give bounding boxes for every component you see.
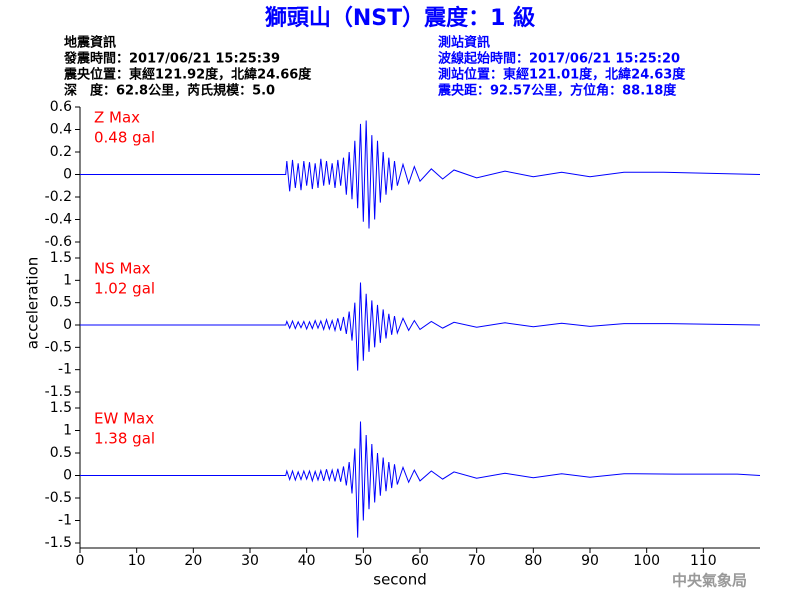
y-tick-label: -0.5 [45,339,72,355]
x-tick-label: 60 [411,553,429,569]
y-tick-label: -0.2 [45,189,72,205]
station-info: 測站資訊 波線起始時間：2017/06/21 15:25:20 測站位置：東經1… [437,35,686,99]
info-line: 震央距：92.57公里，方位角：88.18度 [437,83,677,99]
x-tick-label: 40 [298,553,316,569]
max-annotation: Z Max [94,109,140,127]
info-line: 震央位置：東經121.92度，北緯24.66度 [63,67,312,83]
x-axis-label: second [373,571,427,589]
max-annotation: EW Max [94,410,154,428]
x-tick-label: 20 [184,553,202,569]
y-tick-label: -0.6 [45,234,72,250]
y-tick-label: 0.5 [50,445,72,461]
y-tick-label: 0 [63,167,72,183]
info-line: 深 度：62.8公里，芮氏規模：5.0 [64,83,275,99]
y-axis-label: acceleration [24,257,42,349]
x-tick-label: 70 [468,553,486,569]
x-tick-label: 10 [128,553,146,569]
waveform [80,120,761,229]
y-tick-label: -0.5 [45,490,72,506]
waveform [80,282,761,371]
y-tick-label: -1.5 [45,535,72,551]
y-tick-label: 0 [63,317,72,333]
y-tick-label: 1 [63,423,72,439]
y-tick-label: 0.2 [50,144,72,160]
event-info: 地震資訊 發震時間：2017/06/21 15:25:39 震央位置：東經121… [63,35,312,99]
x-tick-label: 90 [581,553,599,569]
x-tick-label: 110 [690,553,717,569]
y-tick-label: -1.5 [45,384,72,400]
x-tick-label: 30 [241,553,259,569]
y-tick-label: 1 [63,272,72,288]
max-annotation: 0.48 gal [94,129,155,147]
y-tick-label: 0 [63,468,72,484]
x-tick-label: 80 [524,553,542,569]
y-tick-label: -0.4 [45,212,72,228]
y-tick-label: 0.5 [50,295,72,311]
max-annotation: NS Max [94,260,151,278]
y-tick-label: -1 [58,513,72,529]
title: 獅頭山（NST）震度：1 級 [265,5,535,31]
agency: 中央氣象局 [672,572,747,590]
y-tick-label: -1 [58,362,72,378]
info-line: 地震資訊 [64,35,116,51]
y-tick-label: 1.5 [50,400,72,416]
waveform [80,421,761,538]
info-line: 測站位置：東經121.01度，北緯24.63度 [438,67,686,83]
x-tick-label: 50 [354,553,372,569]
y-tick-label: 1.5 [50,250,72,266]
info-line: 發震時間：2017/06/21 15:25:39 [63,51,280,67]
info-line: 測站資訊 [438,35,490,51]
info-line: 波線起始時間：2017/06/21 15:25:20 [438,51,680,67]
x-tick-label: 100 [633,553,660,569]
max-annotation: 1.02 gal [94,280,155,298]
y-tick-label: 0.6 [50,99,72,115]
y-tick-label: 0.4 [50,122,72,138]
max-annotation: 1.38 gal [94,430,155,448]
x-tick-label: 0 [76,553,85,569]
